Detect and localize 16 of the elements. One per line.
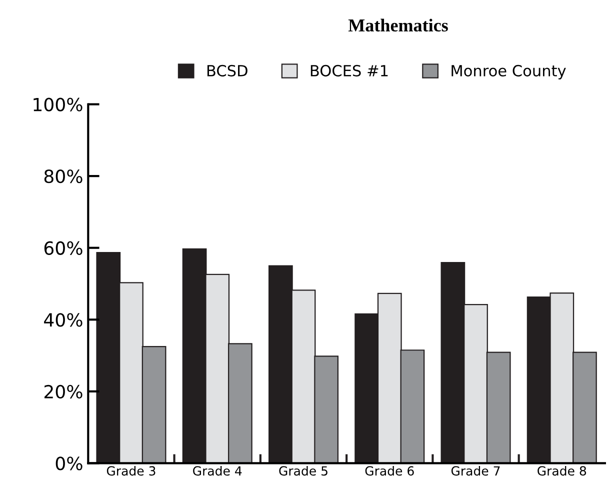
y-tick-label: 20% [44, 384, 82, 399]
y-tick-label: 40% [44, 313, 82, 327]
legend-label: BOCES #1 [310, 64, 388, 76]
x-tick-label: Grade 7 [451, 466, 500, 476]
x-tick-label: Grade 8 [538, 466, 586, 476]
y-tick-label: 100% [34, 98, 82, 112]
y-tick-label: 0% [56, 456, 82, 470]
chart-title: Mathematics [348, 18, 448, 32]
x-tick-label: Grade 5 [279, 466, 328, 476]
legend-label: BCSD [207, 64, 248, 76]
legend-label: Monroe County [452, 64, 566, 80]
x-tick-label: Grade 3 [106, 466, 156, 476]
x-tick-label: Grade 6 [365, 466, 414, 476]
y-tick-label: 60% [44, 241, 82, 255]
x-tick-label: Grade 4 [193, 466, 242, 476]
y-tick-label: 80% [44, 170, 82, 184]
